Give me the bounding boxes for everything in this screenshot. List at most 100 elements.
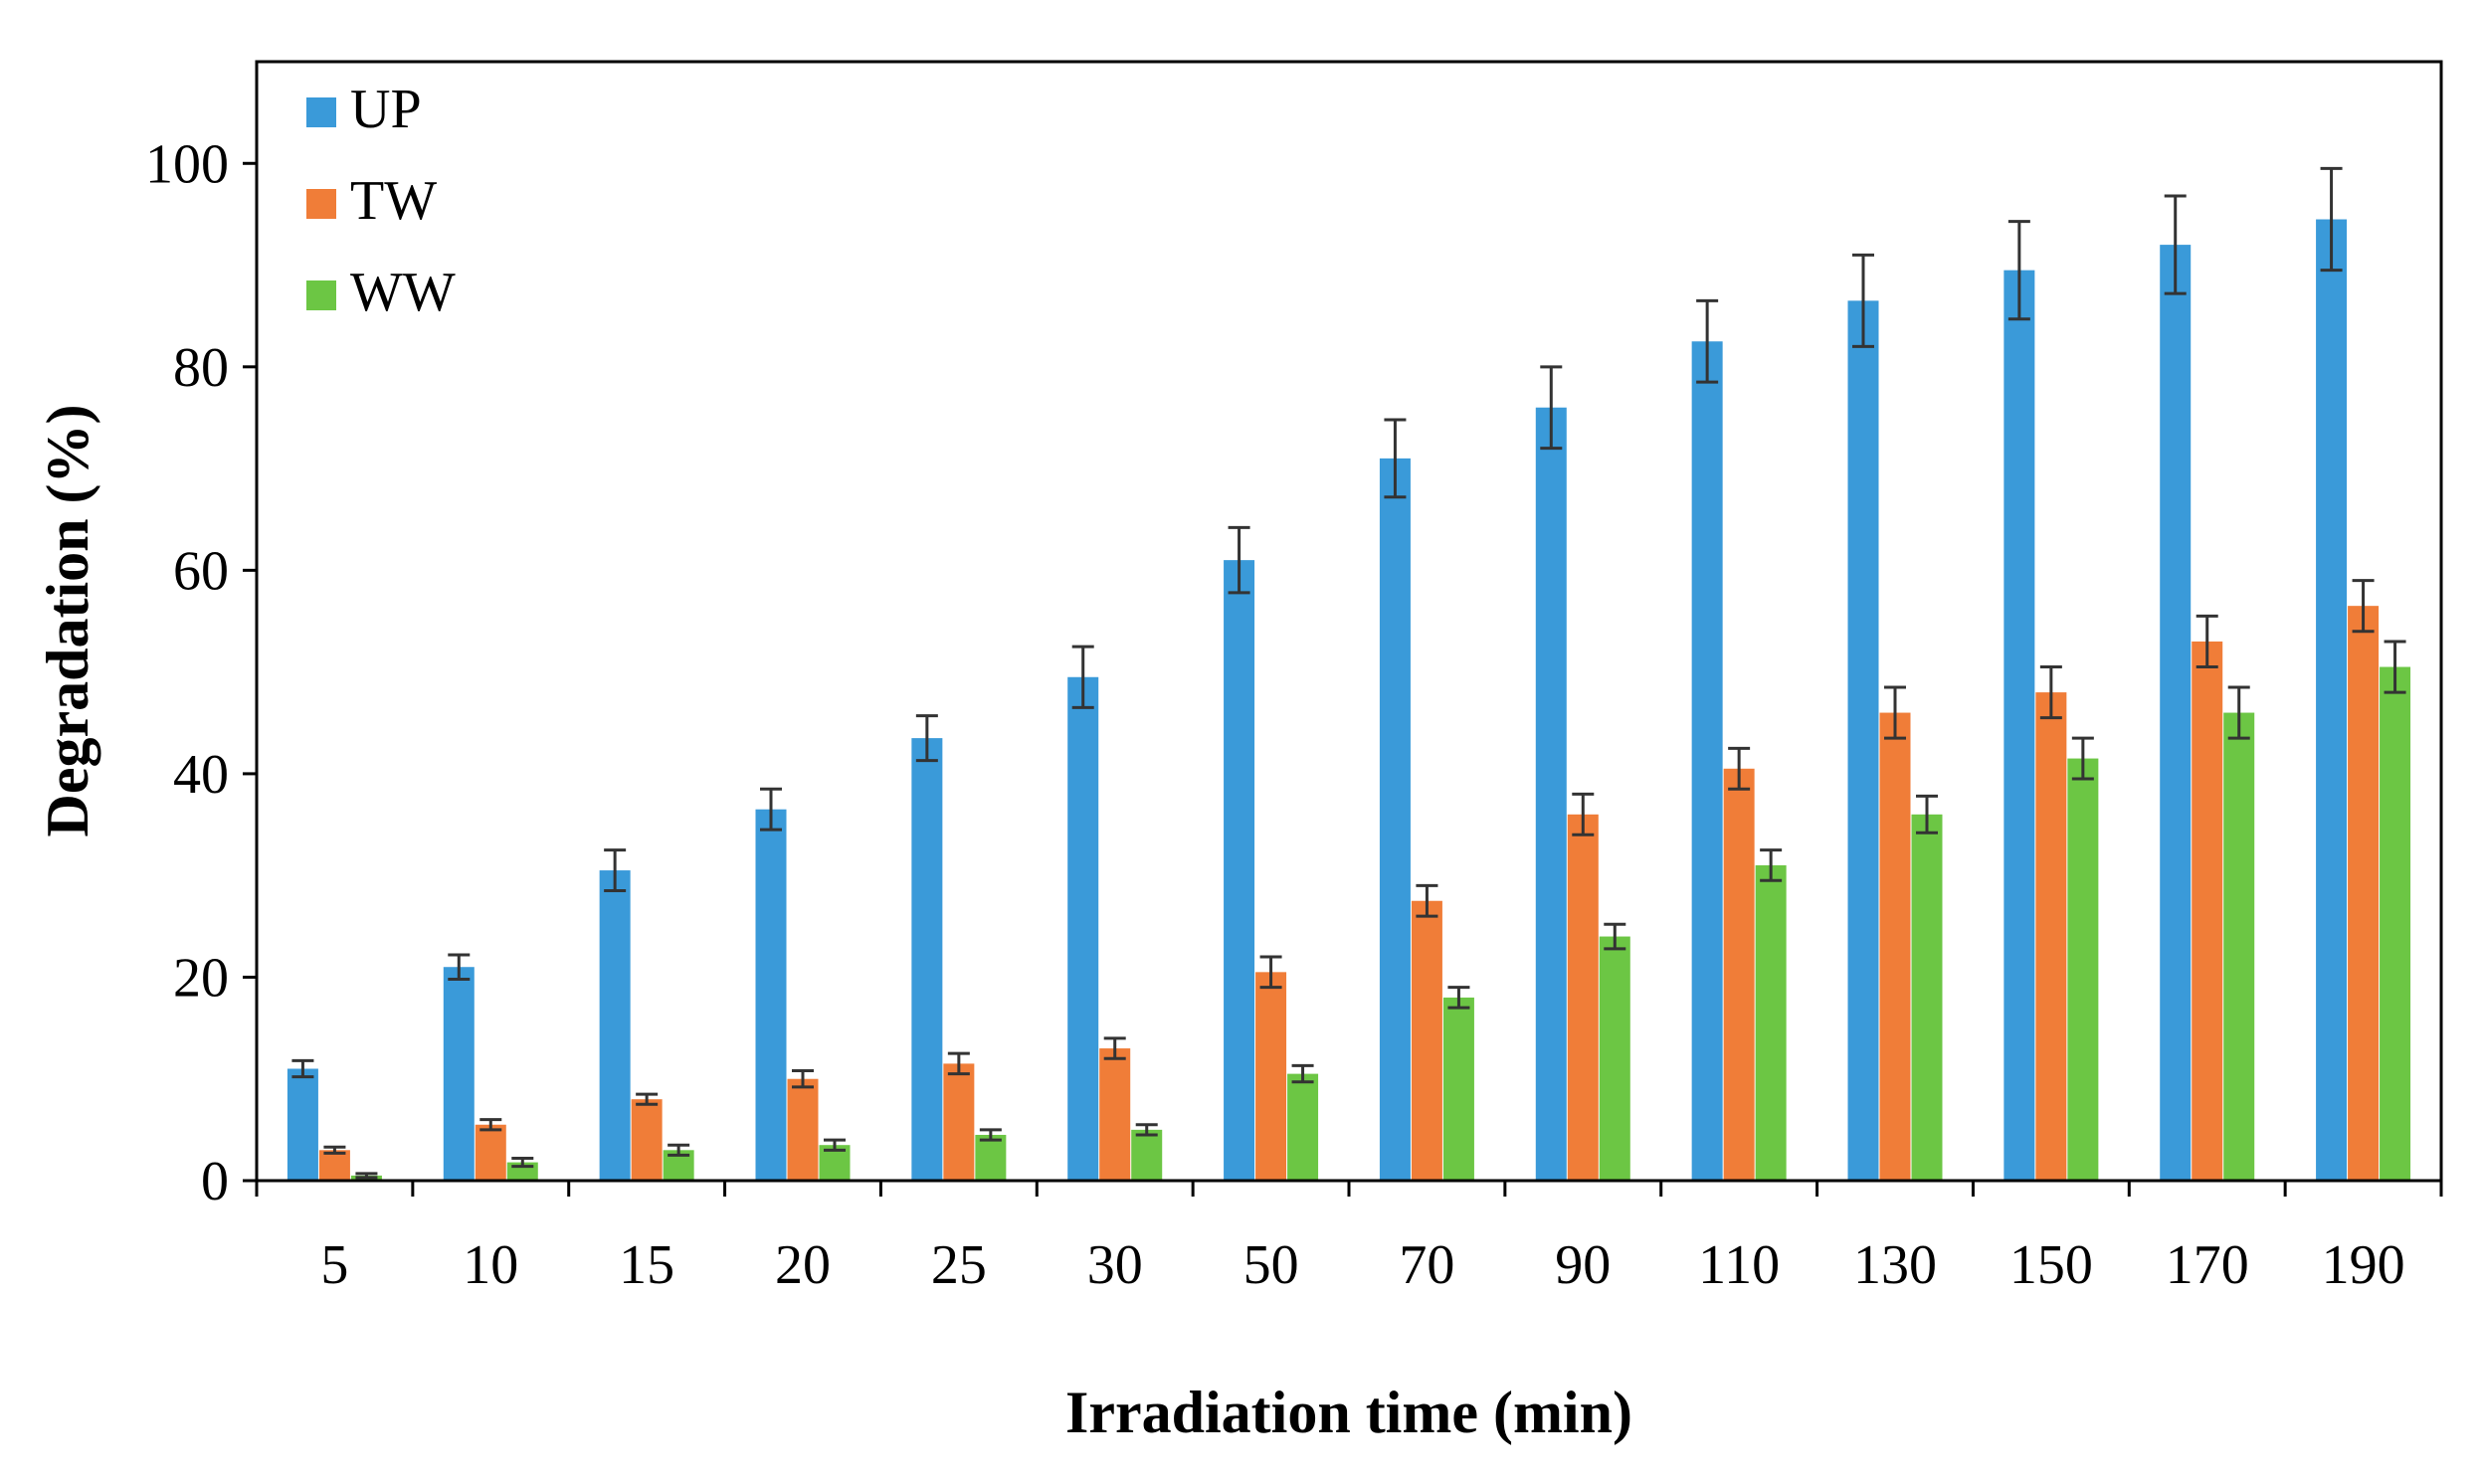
bar-up-15 [599, 870, 631, 1181]
error-bar-ww-10 [511, 1157, 534, 1169]
legend-label-up: UP [350, 79, 422, 140]
bar-up-20 [755, 809, 787, 1181]
error-bar-ww-90 [1604, 922, 1626, 951]
bar-ww-25 [975, 1134, 1007, 1181]
x-tick-label: 110 [1698, 1234, 1780, 1296]
x-tick-label: 30 [1087, 1234, 1143, 1296]
error-bar-tw-10 [479, 1118, 502, 1132]
error-bar-ww-20 [824, 1138, 846, 1152]
x-tick-label: 5 [320, 1234, 348, 1296]
bar-tw-30 [1099, 1048, 1131, 1181]
error-bar-tw-20 [792, 1069, 814, 1089]
error-bar-up-190 [2320, 166, 2343, 273]
bar-up-170 [2160, 245, 2192, 1181]
bar-ww-190 [2380, 666, 2411, 1181]
error-bar-up-15 [604, 848, 627, 893]
x-tick-label: 150 [2009, 1234, 2093, 1296]
error-bar-up-170 [2164, 194, 2187, 295]
bar-ww-110 [1755, 864, 1787, 1181]
legend-label-tw: TW [350, 170, 437, 232]
legend-label-ww: WW [350, 262, 456, 323]
legend-swatch-ww [306, 280, 336, 310]
x-axis-title: Irradiation time (min) [1065, 1380, 1632, 1445]
x-tick-label: 10 [463, 1234, 518, 1296]
error-bar-tw-25 [947, 1051, 970, 1076]
bar-tw-110 [1723, 768, 1755, 1181]
legend-swatch-up [306, 97, 336, 127]
y-axis-title: Degradation (%) [35, 405, 100, 837]
error-bar-up-70 [1384, 418, 1407, 499]
bar-tw-190 [2348, 606, 2380, 1181]
x-axis: 5 10 15 20 25 30 50 70 90 110 130 150 170 190 [255, 1179, 2443, 1296]
y-tick-label: 100 [145, 133, 229, 195]
bar-up-70 [1379, 458, 1411, 1181]
bar-tw-50 [1255, 972, 1287, 1181]
error-bar-ww-25 [979, 1128, 1002, 1142]
bar-tw-170 [2192, 641, 2223, 1181]
x-tick-label: 50 [1243, 1234, 1299, 1296]
error-bar-ww-30 [1135, 1123, 1158, 1137]
x-tick-label: 25 [931, 1234, 987, 1296]
error-bar-tw-130 [1884, 685, 1906, 740]
error-bar-tw-90 [1572, 792, 1595, 836]
error-bar-tw-170 [2196, 614, 2218, 669]
error-bars-layer [291, 166, 2406, 1180]
bar-up-150 [2004, 270, 2035, 1182]
error-bar-up-30 [1071, 645, 1094, 709]
bar-up-5 [286, 1068, 318, 1181]
bar-up-190 [2316, 219, 2348, 1182]
error-bar-ww-150 [2071, 736, 2094, 781]
bar-up-25 [911, 738, 943, 1181]
error-bar-up-20 [760, 787, 782, 832]
bar-ww-150 [2067, 758, 2099, 1181]
x-tick-label: 15 [619, 1234, 674, 1296]
y-tick-label: 0 [201, 1151, 229, 1212]
bar-ww-90 [1599, 936, 1630, 1181]
error-bar-up-150 [2007, 220, 2030, 321]
error-bar-up-25 [915, 714, 938, 763]
x-tick-label: 130 [1853, 1234, 1937, 1296]
error-bar-ww-5 [355, 1172, 378, 1180]
legend: UP TW WW [306, 79, 456, 323]
error-bar-ww-15 [668, 1143, 690, 1157]
x-tick-label: 90 [1555, 1234, 1611, 1296]
y-tick-label: 20 [173, 947, 229, 1009]
y-tick-label: 40 [173, 744, 229, 806]
y-axis: 0 20 40 60 80 100 [145, 133, 257, 1212]
bar-tw-130 [1879, 712, 1911, 1181]
y-tick-label: 60 [173, 540, 229, 602]
bar-tw-150 [2035, 692, 2067, 1181]
error-bar-up-130 [1852, 253, 1874, 348]
error-bar-tw-50 [1259, 955, 1282, 990]
bar-tw-15 [631, 1099, 663, 1181]
error-bar-ww-50 [1291, 1063, 1314, 1084]
error-bar-ww-170 [2227, 685, 2250, 740]
error-bar-ww-130 [1916, 794, 1938, 835]
bar-ww-30 [1131, 1129, 1163, 1181]
bar-up-130 [1847, 300, 1879, 1181]
y-tick-label: 80 [173, 337, 229, 399]
bar-tw-90 [1567, 814, 1599, 1181]
bar-up-110 [1691, 341, 1723, 1181]
bar-up-90 [1535, 407, 1567, 1181]
bar-up-30 [1067, 676, 1099, 1181]
bars-layer [286, 219, 2411, 1182]
error-bar-up-10 [448, 953, 471, 981]
bar-tw-70 [1411, 900, 1442, 1181]
error-bar-up-50 [1228, 525, 1250, 595]
bar-up-50 [1224, 560, 1255, 1181]
legend-swatch-tw [306, 189, 336, 219]
x-tick-label: 20 [775, 1234, 831, 1296]
error-bar-ww-190 [2384, 640, 2406, 694]
error-bar-ww-110 [1760, 848, 1783, 882]
bar-tw-25 [943, 1063, 975, 1181]
error-bar-tw-15 [636, 1092, 659, 1106]
bar-ww-70 [1442, 997, 1474, 1181]
error-bar-tw-30 [1103, 1036, 1126, 1060]
x-tick-label: 170 [2166, 1234, 2249, 1296]
bar-tw-20 [787, 1078, 819, 1181]
error-bar-tw-190 [2352, 579, 2375, 634]
bar-ww-130 [1911, 814, 1943, 1181]
bar-up-10 [443, 967, 475, 1181]
